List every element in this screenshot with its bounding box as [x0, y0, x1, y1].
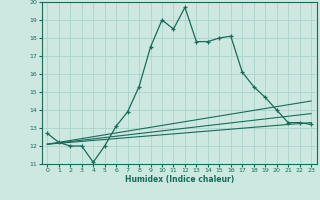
- X-axis label: Humidex (Indice chaleur): Humidex (Indice chaleur): [124, 175, 234, 184]
